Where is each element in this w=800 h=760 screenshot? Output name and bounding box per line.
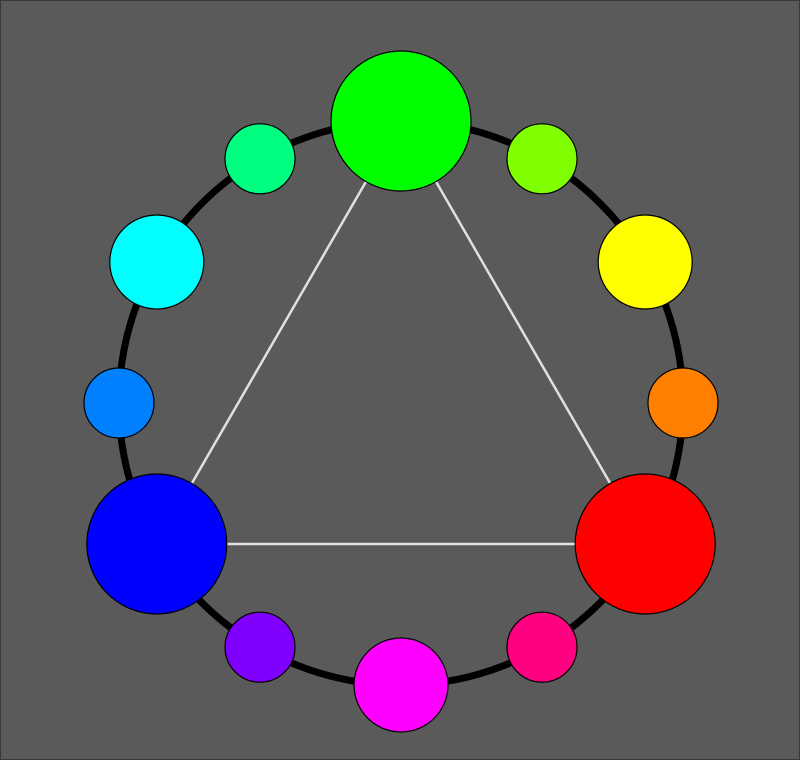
swatch-violet [224,611,296,683]
swatch-layer [83,50,719,733]
swatch-green [330,50,472,192]
swatch-blue [86,473,228,615]
swatch-spring-green [224,123,296,195]
swatch-orange [647,367,719,439]
swatch-rose [506,611,578,683]
swatch-red [574,473,716,615]
color-wheel-ring [115,117,687,689]
swatch-chartreuse [506,123,578,195]
swatch-azure [83,367,155,439]
swatch-cyan [109,214,205,310]
swatch-magenta [353,637,449,733]
swatch-yellow [597,214,693,310]
primary-triangle [154,118,648,546]
